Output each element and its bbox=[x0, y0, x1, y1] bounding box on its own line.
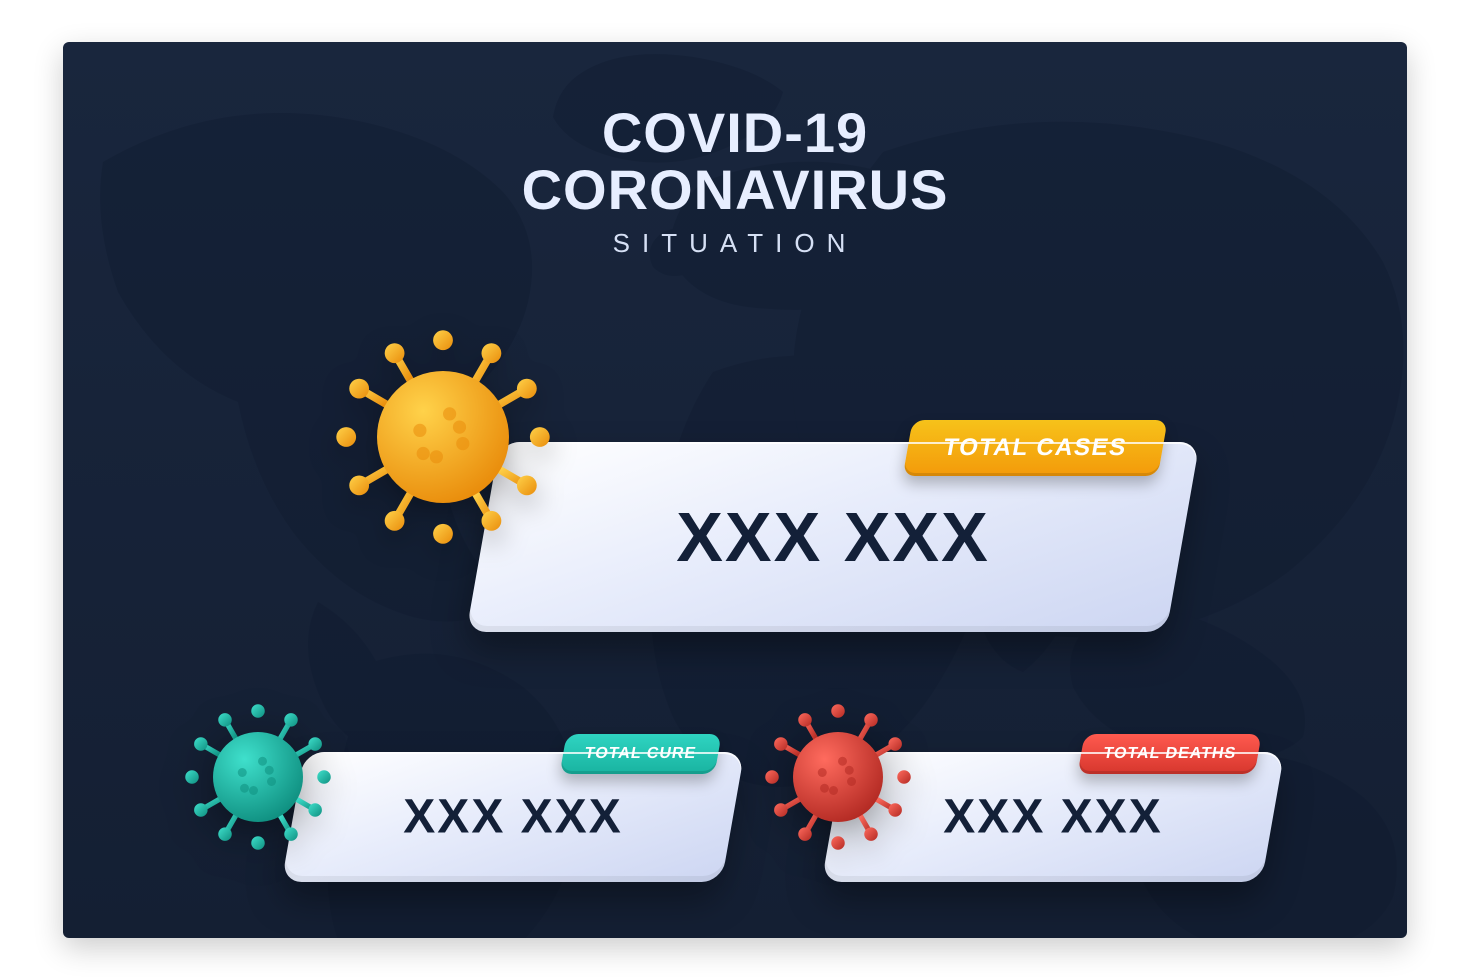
infographic-stage: COVID-19 CORONAVIRUS SITUATION TOTAL CAS… bbox=[63, 42, 1407, 938]
virus-icon bbox=[763, 702, 913, 852]
stat-card-cure: TOTAL CURE XXX XXX bbox=[282, 752, 745, 882]
stat-value-deaths: XXX XXX bbox=[943, 790, 1162, 845]
stat-value-cases: XXX XXX bbox=[676, 497, 990, 577]
heading-line1: COVID-19 bbox=[522, 104, 949, 163]
virus-icon bbox=[333, 327, 553, 547]
stat-tag-deaths: TOTAL DEATHS bbox=[1078, 734, 1262, 774]
virus-icon bbox=[183, 702, 333, 852]
stat-card-cases: TOTAL CASES XXX XXX bbox=[466, 442, 1200, 632]
stat-tag-cases: TOTAL CASES bbox=[903, 420, 1168, 476]
stat-tag-cure: TOTAL CURE bbox=[559, 734, 721, 774]
heading-line2: CORONAVIRUS bbox=[522, 161, 949, 220]
heading: COVID-19 CORONAVIRUS SITUATION bbox=[522, 104, 949, 259]
heading-line3: SITUATION bbox=[522, 228, 949, 259]
stat-value-cure: XXX XXX bbox=[403, 790, 622, 845]
